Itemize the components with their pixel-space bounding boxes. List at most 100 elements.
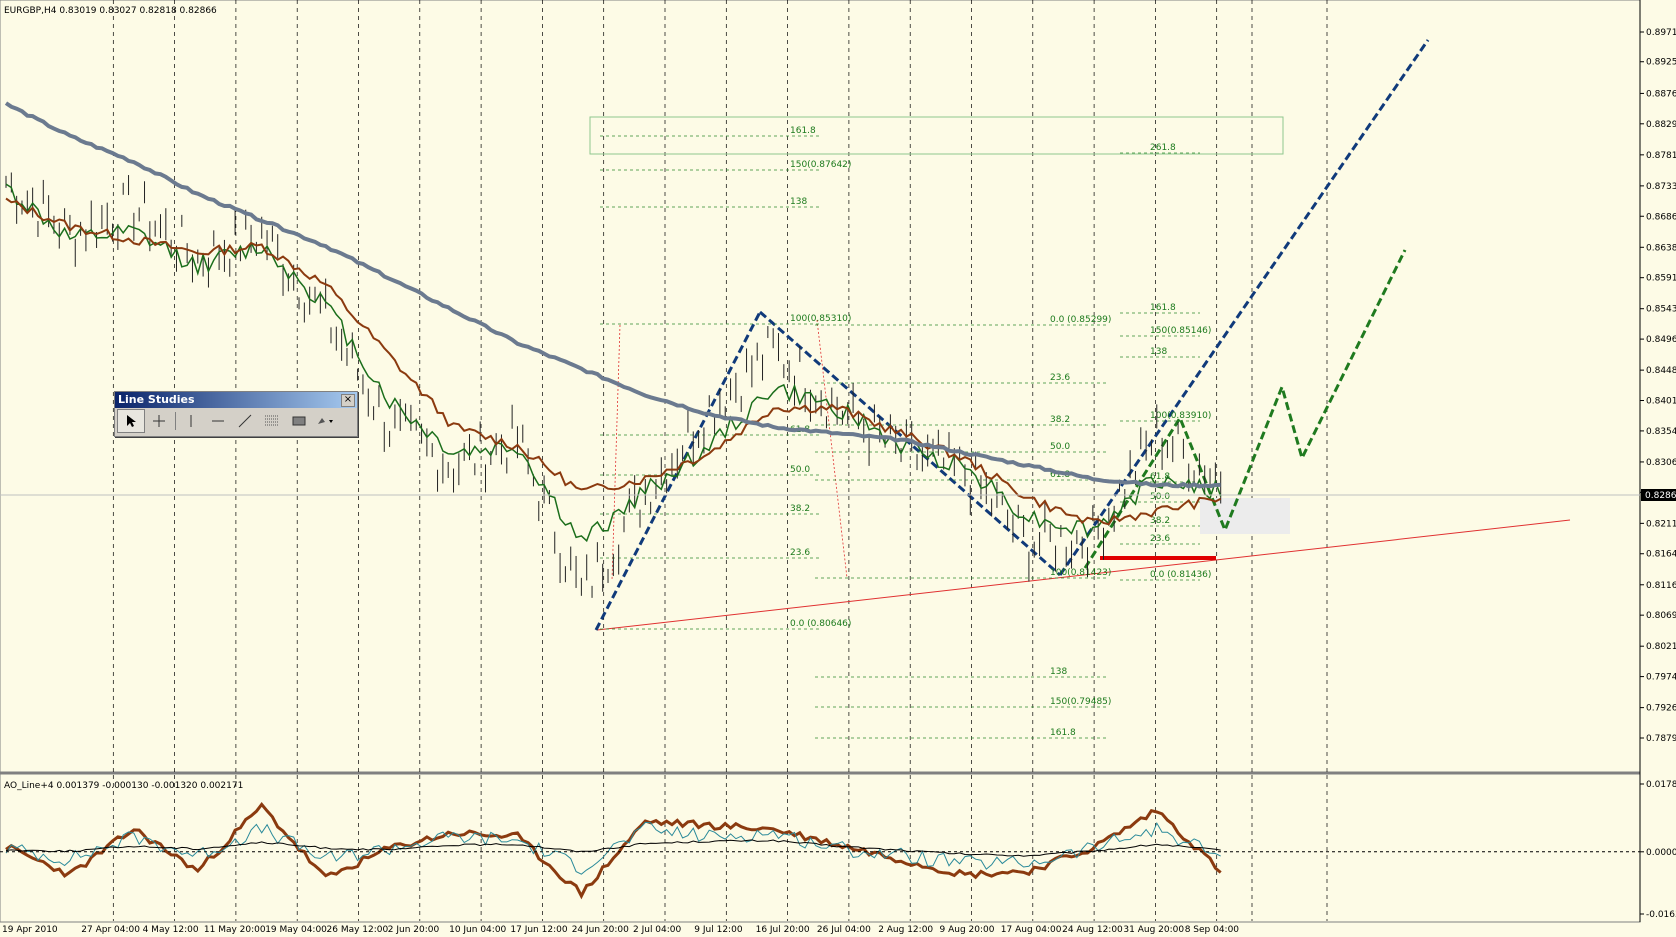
current-price-label: 0.82866: [1645, 491, 1676, 501]
red-dotted-line[interactable]: [611, 324, 621, 581]
toolbox-title: Line Studies: [118, 393, 195, 406]
current-price-marker: [1641, 489, 1676, 501]
x-tick-label: 19 May 04:00: [265, 925, 327, 935]
crosshair-icon[interactable]: [146, 410, 172, 432]
fib-level-label: 23.6: [790, 548, 810, 558]
toolbox-title-bar[interactable]: Line Studies ×: [115, 392, 357, 408]
x-tick-label: 4 May 12:00: [143, 925, 199, 935]
oscillator-title: AO_Line+4 0.001379 -0.000130 -0.001320 0…: [4, 781, 243, 791]
fib-level-label: 100(0.81423): [1050, 568, 1111, 578]
x-tick-label: 2 Jul 04:00: [633, 925, 682, 935]
horizontal-line-icon[interactable]: [205, 410, 231, 432]
x-tick-label: 10 Jun 04:00: [449, 925, 506, 935]
x-tick-label: 2 Aug 12:00: [878, 925, 933, 935]
blue-dashed-line[interactable]: [759, 310, 1061, 577]
fibonacci-icon[interactable]: [259, 410, 285, 432]
line-studies-toolbox[interactable]: Line Studies ×: [114, 391, 358, 437]
moving-average-line: [5, 183, 1222, 543]
fib-level-label: 150(0.85146): [1150, 326, 1211, 336]
moving-average-line: [4, 101, 1221, 489]
shapes-dropdown-icon[interactable]: [313, 410, 339, 432]
main-chart-panel[interactable]: [0, 0, 1641, 773]
x-tick-label: 24 Aug 12:00: [1062, 925, 1123, 935]
vertical-grid: [112, 0, 1328, 921]
fib-level-label: 138: [1150, 347, 1167, 357]
support-trendline[interactable]: [596, 519, 1571, 631]
fib-level-label: 23.6: [1150, 534, 1170, 544]
fib-level-label: 138: [790, 197, 807, 207]
blue-dashed-line[interactable]: [1058, 39, 1430, 576]
fib-level-label: 100(0.83910): [1150, 411, 1211, 421]
red-dotted-line[interactable]: [816, 319, 848, 579]
fib-level-label: 23.6: [1050, 373, 1070, 383]
price-series-layer: [4, 101, 1222, 598]
fib-level-label: 150(0.87642): [790, 160, 851, 170]
fib-level-label: 61.8: [1150, 472, 1170, 482]
fib-level-label: 161.8: [790, 126, 816, 136]
rectangle-icon[interactable]: [286, 410, 312, 432]
oscillator-series-layer: [5, 801, 1222, 900]
x-tick-label: 27 Apr 04:00: [81, 925, 140, 935]
fib-level-label: 38.2: [1150, 516, 1170, 526]
fib-level-label: 150(0.79485): [1050, 697, 1111, 707]
fib-level-label: 100(0.85310): [790, 314, 851, 324]
x-tick-label: 16 Jul 20:00: [756, 925, 810, 935]
x-tick-label: 17 Jun 12:00: [510, 925, 567, 935]
x-tick-label: 9 Aug 20:00: [940, 925, 995, 935]
fib-level-label: 50.0: [1150, 492, 1170, 502]
fib-level-label: 261.8: [1150, 143, 1176, 153]
fib-level-label: 161.8: [1150, 303, 1176, 313]
x-tick-label: 11 May 20:00: [204, 925, 266, 935]
x-tick-label: 17 Aug 04:00: [1001, 925, 1062, 935]
oscillator-line: [5, 821, 1221, 875]
main-chart-title: EURGBP,H4 0.83019 0.83027 0.82818 0.8286…: [4, 6, 217, 16]
x-tick-label: 26 Jul 04:00: [817, 925, 871, 935]
fib-level-label: 0.0 (0.85299): [1050, 315, 1111, 325]
close-icon[interactable]: ×: [341, 394, 355, 407]
time-axis: 19 Apr 2010 27 Apr 04:00 4 May 12:00 11 May…: [2, 925, 1239, 935]
cursor-icon[interactable]: [117, 409, 145, 433]
fib-level-label: 0.0 (0.81436): [1150, 570, 1211, 580]
fib-level-label: 0.0 (0.80646): [790, 619, 851, 629]
green-dashed-projection[interactable]: [1083, 249, 1407, 569]
drawings-layer: 161.8 150(0.87642) 138 100(0.85310) 61.8 50.0…: [589, 39, 1571, 739]
x-tick-label: 8 Sep 04:00: [1185, 925, 1240, 935]
osc-y-tick-label: 0.00002: [1646, 848, 1676, 858]
osc-y-tick-label: 0.017877: [1646, 780, 1676, 790]
fib-level-label: 38.2: [1050, 415, 1070, 425]
oscillator-line: [5, 839, 1221, 857]
osc-y-tick-label: -0.01636: [1646, 910, 1676, 920]
x-tick-label: 2 Jun 20:00: [388, 925, 440, 935]
x-tick-label: 19 Apr 2010: [2, 925, 58, 935]
x-tick-label: 31 Aug 20:00: [1123, 925, 1184, 935]
fib-level-label: 50.0: [1050, 442, 1070, 452]
trendline-icon[interactable]: [232, 410, 258, 432]
fib-level-label: 161.8: [1050, 728, 1076, 738]
vertical-line-icon[interactable]: [178, 410, 204, 432]
x-tick-label: 9 Jul 12:00: [694, 925, 743, 935]
target-zone-rectangle[interactable]: [589, 116, 1284, 155]
